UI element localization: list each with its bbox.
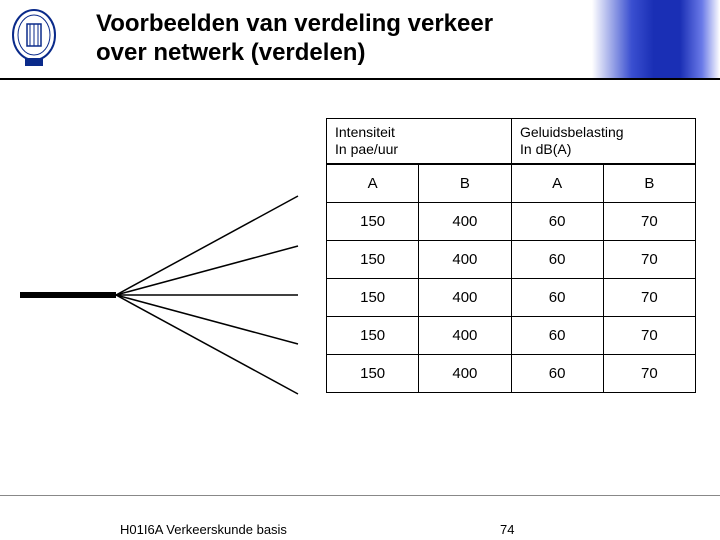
diagram-line [116, 246, 298, 295]
group-header-intensity: Intensiteit In pae/uur [326, 118, 511, 164]
table-body: 1504006070150400607015040060701504006070… [327, 203, 696, 393]
sub-header-cell: B [603, 165, 695, 203]
table-cell: 70 [603, 241, 695, 279]
footer-course: H01I6A Verkeerskunde basis [120, 522, 287, 537]
header-gradient [592, 0, 720, 78]
table-cell: 400 [419, 317, 511, 355]
diagram-line [116, 295, 298, 344]
group-header-1-line2: In pae/uur [335, 141, 503, 159]
table-cell: 400 [419, 355, 511, 393]
table-cell: 70 [603, 203, 695, 241]
fan-diagram-svg [20, 190, 300, 400]
title-line1: Voorbeelden van verdeling verkeer [96, 10, 493, 37]
table-row: 1504006070 [327, 355, 696, 393]
table-group-header-row: Intensiteit In pae/uur Geluidsbelasting … [326, 118, 696, 164]
table-cell: 400 [419, 279, 511, 317]
group-header-2-line1: Geluidsbelasting [520, 124, 687, 142]
sub-header-cell: B [419, 165, 511, 203]
data-table-container: Intensiteit In pae/uur Geluidsbelasting … [326, 118, 696, 393]
table-cell: 150 [327, 203, 419, 241]
footer-divider [0, 495, 720, 496]
sub-header-cell: A [511, 165, 603, 203]
table-row: 1504006070 [327, 317, 696, 355]
table-cell: 150 [327, 317, 419, 355]
sub-header-row: ABAB [327, 165, 696, 203]
table-cell: 150 [327, 355, 419, 393]
diagram-line [116, 196, 298, 295]
group-header-noise: Geluidsbelasting In dB(A) [511, 118, 696, 164]
table-cell: 60 [511, 317, 603, 355]
table-cell: 70 [603, 317, 695, 355]
sub-header-cell: A [327, 165, 419, 203]
diagram-line [116, 295, 298, 394]
table-row: 1504006070 [327, 203, 696, 241]
title-line2: over netwerk (verdelen) [96, 39, 365, 66]
seal-icon [10, 7, 58, 71]
institution-logo [0, 0, 68, 78]
data-table: ABAB 15040060701504006070150400607015040… [326, 164, 696, 393]
table-cell: 150 [327, 279, 419, 317]
slide-header: Voorbeelden van verdeling verkeer over n… [0, 0, 720, 78]
table-cell: 70 [603, 355, 695, 393]
table-cell: 60 [511, 203, 603, 241]
network-diagram [20, 190, 300, 400]
table-cell: 70 [603, 279, 695, 317]
group-header-2-line2: In dB(A) [520, 141, 687, 159]
table-cell: 60 [511, 241, 603, 279]
header-underline [0, 78, 720, 80]
table-cell: 150 [327, 241, 419, 279]
table-row: 1504006070 [327, 279, 696, 317]
table-row: 1504006070 [327, 241, 696, 279]
table-cell: 60 [511, 279, 603, 317]
table-cell: 60 [511, 355, 603, 393]
footer-page-number: 74 [500, 522, 514, 537]
slide-title: Voorbeelden van verdeling verkeer over n… [96, 10, 493, 68]
group-header-1-line1: Intensiteit [335, 124, 503, 142]
table-cell: 400 [419, 241, 511, 279]
table-cell: 400 [419, 203, 511, 241]
